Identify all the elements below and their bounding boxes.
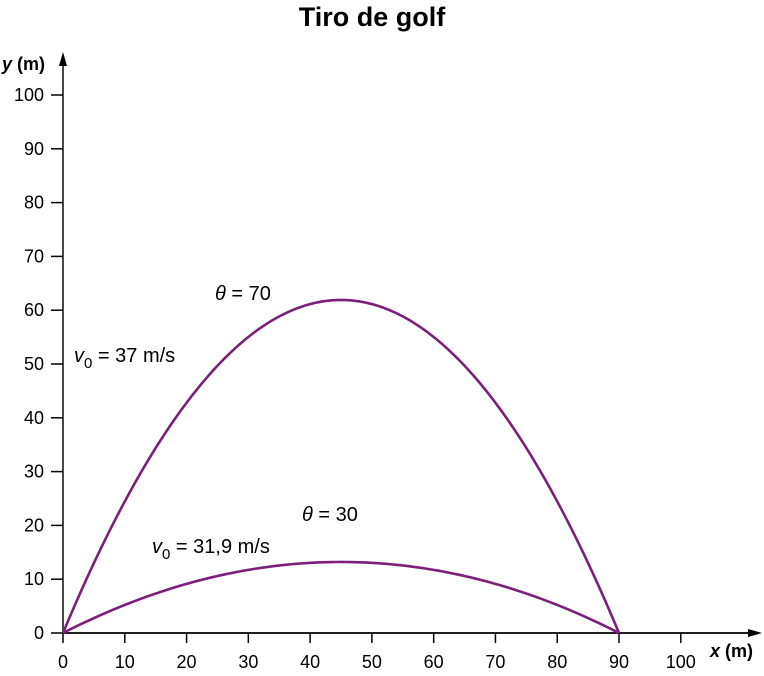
annotation-label: v0 = 31,9 m/s [152, 536, 270, 563]
x-axis-label: x (m) [709, 641, 753, 661]
x-tick-label: 10 [115, 652, 135, 672]
annotations: θ = 70 v0 = 37 m/s θ = 30 v0 = 31,9 m/s [74, 283, 358, 563]
x-tick-label: 90 [609, 652, 629, 672]
y-tick-label: 70 [24, 246, 44, 266]
y-ticks: 0 10 20 30 40 50 60 70 80 90 100 [14, 85, 63, 643]
x-tick-label: 0 [58, 652, 68, 672]
x-ticks: 0 10 20 30 40 50 60 70 80 90 100 [58, 633, 696, 672]
y-tick-label: 20 [24, 515, 44, 535]
x-tick-label: 20 [177, 652, 197, 672]
annotation-label: v0 = 37 m/s [74, 345, 175, 372]
y-tick-label: 30 [24, 462, 44, 482]
y-tick-label: 0 [34, 623, 44, 643]
x-tick-label: 100 [666, 652, 696, 672]
y-axis-arrow-icon [59, 52, 67, 66]
x-tick-label: 30 [238, 652, 258, 672]
x-tick-label: 70 [485, 652, 505, 672]
y-tick-label: 80 [24, 193, 44, 213]
trajectory-curves [61, 298, 621, 635]
x-axis-arrow-icon [748, 629, 762, 637]
x-tick-label: 60 [424, 652, 444, 672]
y-tick-label: 100 [14, 85, 44, 105]
y-tick-label: 40 [24, 408, 44, 428]
axes [59, 52, 762, 637]
y-tick-label: 50 [24, 354, 44, 374]
x-tick-label: 40 [300, 652, 320, 672]
annotation-label: θ = 30 [302, 504, 358, 526]
y-tick-label: 60 [24, 300, 44, 320]
y-tick-label: 90 [24, 139, 44, 159]
chart-title: Tiro de golf [299, 2, 447, 32]
y-tick-label: 10 [24, 569, 44, 589]
x-tick-label: 80 [547, 652, 567, 672]
trajectory-30deg [62, 560, 620, 635]
trajectory-70deg [61, 298, 621, 634]
annotation-label: θ = 70 [215, 283, 271, 305]
y-axis-label: y (m) [1, 54, 45, 74]
x-tick-label: 50 [362, 652, 382, 672]
